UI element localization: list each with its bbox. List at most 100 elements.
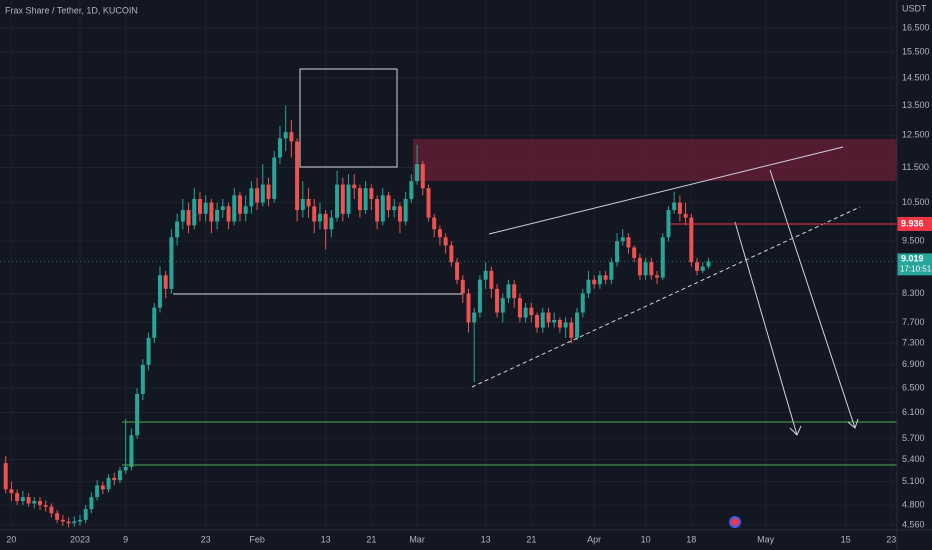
candle-body: [363, 188, 368, 211]
candle-body: [683, 213, 688, 218]
candle-body: [700, 266, 705, 271]
x-tick-label: 10: [641, 534, 651, 544]
candle-body: [77, 519, 82, 522]
candle-body: [186, 210, 191, 226]
y-tick-label: 7.300: [902, 337, 925, 347]
y-tick-label: 12.500: [902, 130, 930, 140]
candle-body: [409, 181, 414, 199]
x-tick-label: 13: [481, 534, 491, 544]
x-tick-label: 9: [123, 534, 128, 544]
candle-body: [66, 521, 71, 524]
candle-body: [83, 509, 88, 520]
candles: [3, 105, 711, 528]
candle-body: [386, 195, 391, 211]
candle-body: [495, 288, 500, 313]
candle-body: [129, 435, 134, 467]
arrow: [734, 221, 802, 436]
level-label: 9.936: [901, 218, 924, 228]
candle-body: [49, 506, 54, 514]
y-tick-label: 7.700: [902, 317, 925, 327]
candle-body: [477, 279, 482, 313]
candle-body: [152, 307, 157, 338]
candle-body: [260, 184, 265, 203]
y-tick-label: 5.100: [902, 476, 925, 486]
candle-body: [9, 489, 14, 494]
candle-body: [169, 237, 174, 289]
candle-body: [272, 157, 277, 199]
x-tick-label: 21: [526, 534, 536, 544]
candle-body: [323, 213, 328, 230]
candle-body: [15, 493, 20, 502]
candle-body: [346, 184, 351, 214]
candle-body: [140, 364, 145, 394]
candle-body: [357, 188, 362, 211]
candle-body: [197, 198, 202, 214]
candle-body: [55, 513, 60, 520]
candle-body: [420, 164, 425, 189]
y-tick-label: 4.800: [902, 499, 925, 509]
candle-body: [215, 210, 220, 222]
candle-body: [489, 270, 494, 289]
candle-body: [237, 195, 242, 214]
candle-body: [220, 206, 225, 211]
level-label-box: [897, 216, 932, 231]
candle-body: [592, 279, 597, 285]
arrow: [769, 169, 859, 429]
x-tick-label: May: [757, 534, 775, 544]
y-tick-label: 10.500: [902, 197, 930, 207]
candle-body: [203, 202, 208, 214]
candle-body: [483, 270, 488, 280]
candle-body: [580, 293, 585, 313]
x-tick-label: 18: [686, 534, 696, 544]
candle-body: [632, 247, 637, 258]
candle-body: [135, 393, 140, 436]
candle-body: [512, 284, 517, 299]
dashed-trend-line: [471, 206, 861, 388]
x-tick-label: 13: [321, 534, 331, 544]
candle-body: [37, 501, 42, 506]
candle-body: [146, 337, 151, 365]
event-icon-inner: [731, 518, 739, 526]
candle-body: [89, 497, 94, 510]
candle-body: [369, 188, 374, 199]
candle-body: [472, 312, 477, 323]
candle-body: [266, 184, 271, 199]
candle-body: [249, 188, 254, 207]
candle-body: [300, 198, 305, 211]
candle-body: [677, 202, 682, 214]
candle-body: [255, 188, 260, 203]
candle-body: [563, 322, 568, 328]
x-tick-label: 2023: [70, 534, 90, 544]
candle-body: [546, 312, 551, 323]
candle-body: [443, 237, 448, 246]
trend-line: [488, 146, 844, 235]
y-tick-label: 9.500: [902, 236, 925, 246]
candle-body: [3, 463, 8, 490]
candle-body: [649, 262, 654, 276]
candle-body: [695, 262, 700, 271]
y-tick-label: 8.300: [902, 288, 925, 298]
candle-body: [455, 262, 460, 280]
candle-body: [689, 217, 694, 263]
drawings: [122, 68, 897, 466]
candle-body: [180, 210, 185, 222]
candle-body: [243, 206, 248, 214]
x-tick-label: Mar: [409, 534, 425, 544]
candle-body: [575, 312, 580, 338]
candle-body: [329, 217, 334, 230]
candle-body: [295, 141, 300, 211]
candle-body: [397, 206, 402, 222]
candle-body: [603, 275, 608, 280]
candle-body: [626, 237, 631, 248]
candle-body: [95, 485, 100, 498]
box-drawing: [299, 68, 398, 168]
chart-title: Frax Share / Tether, 1D, KUCOIN: [5, 5, 138, 15]
x-tick-label: Apr: [587, 534, 601, 544]
candle-body: [437, 229, 442, 238]
candle-body: [312, 206, 317, 222]
candle-body: [26, 497, 31, 504]
candle-body: [432, 217, 437, 230]
